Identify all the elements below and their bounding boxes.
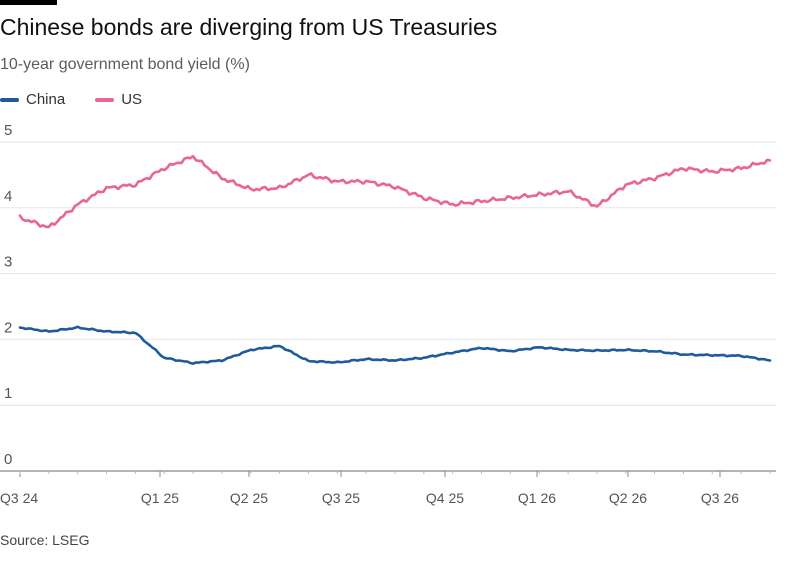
chart-subtitle: 10-year government bond yield (%): [0, 56, 250, 73]
x-tick-label-3: Q3 25: [322, 490, 360, 506]
grid: [0, 141, 776, 472]
x-tick-label-4: Q4 25: [426, 490, 464, 506]
legend-item-us: US: [95, 91, 142, 108]
y-tick-label-1: 1: [4, 385, 12, 402]
legend: China US: [0, 91, 172, 108]
y-tick-label-0: 0: [4, 451, 12, 468]
legend-label-us: US: [121, 91, 143, 108]
series-line-us: [18, 154, 772, 229]
series-line-china: [18, 325, 772, 365]
legend-swatch-us: [95, 97, 115, 102]
y-tick-label-4: 4: [4, 188, 12, 205]
series: [18, 154, 772, 365]
brand-bar: [0, 0, 57, 5]
x-tick-label-5: Q1 26: [518, 490, 556, 506]
x-tick-label-1: Q1 25: [141, 490, 179, 506]
legend-item-china: China: [0, 91, 65, 108]
x-tick-label-7: Q3 26: [701, 490, 739, 506]
y-tick-label-3: 3: [4, 254, 12, 271]
axes: 0 1 2 3 4 5 Q3 24 Q1 25 Q2 25 Q3 25 Q4 25 Q1 26 Q2 2…: [0, 122, 771, 506]
legend-label-china: China: [26, 91, 66, 108]
y-tick-label-2: 2: [4, 319, 12, 336]
legend-swatch-china: [0, 97, 19, 102]
x-tick-label-2: Q2 25: [230, 490, 268, 506]
y-tick-label-5: 5: [4, 122, 12, 139]
chart-title: Chinese bonds are diverging from US Trea…: [0, 14, 498, 40]
x-tick-label-6: Q2 26: [609, 490, 647, 506]
x-tick-label-0: Q3 24: [0, 490, 38, 506]
source-note: Source: LSEG: [0, 532, 90, 548]
